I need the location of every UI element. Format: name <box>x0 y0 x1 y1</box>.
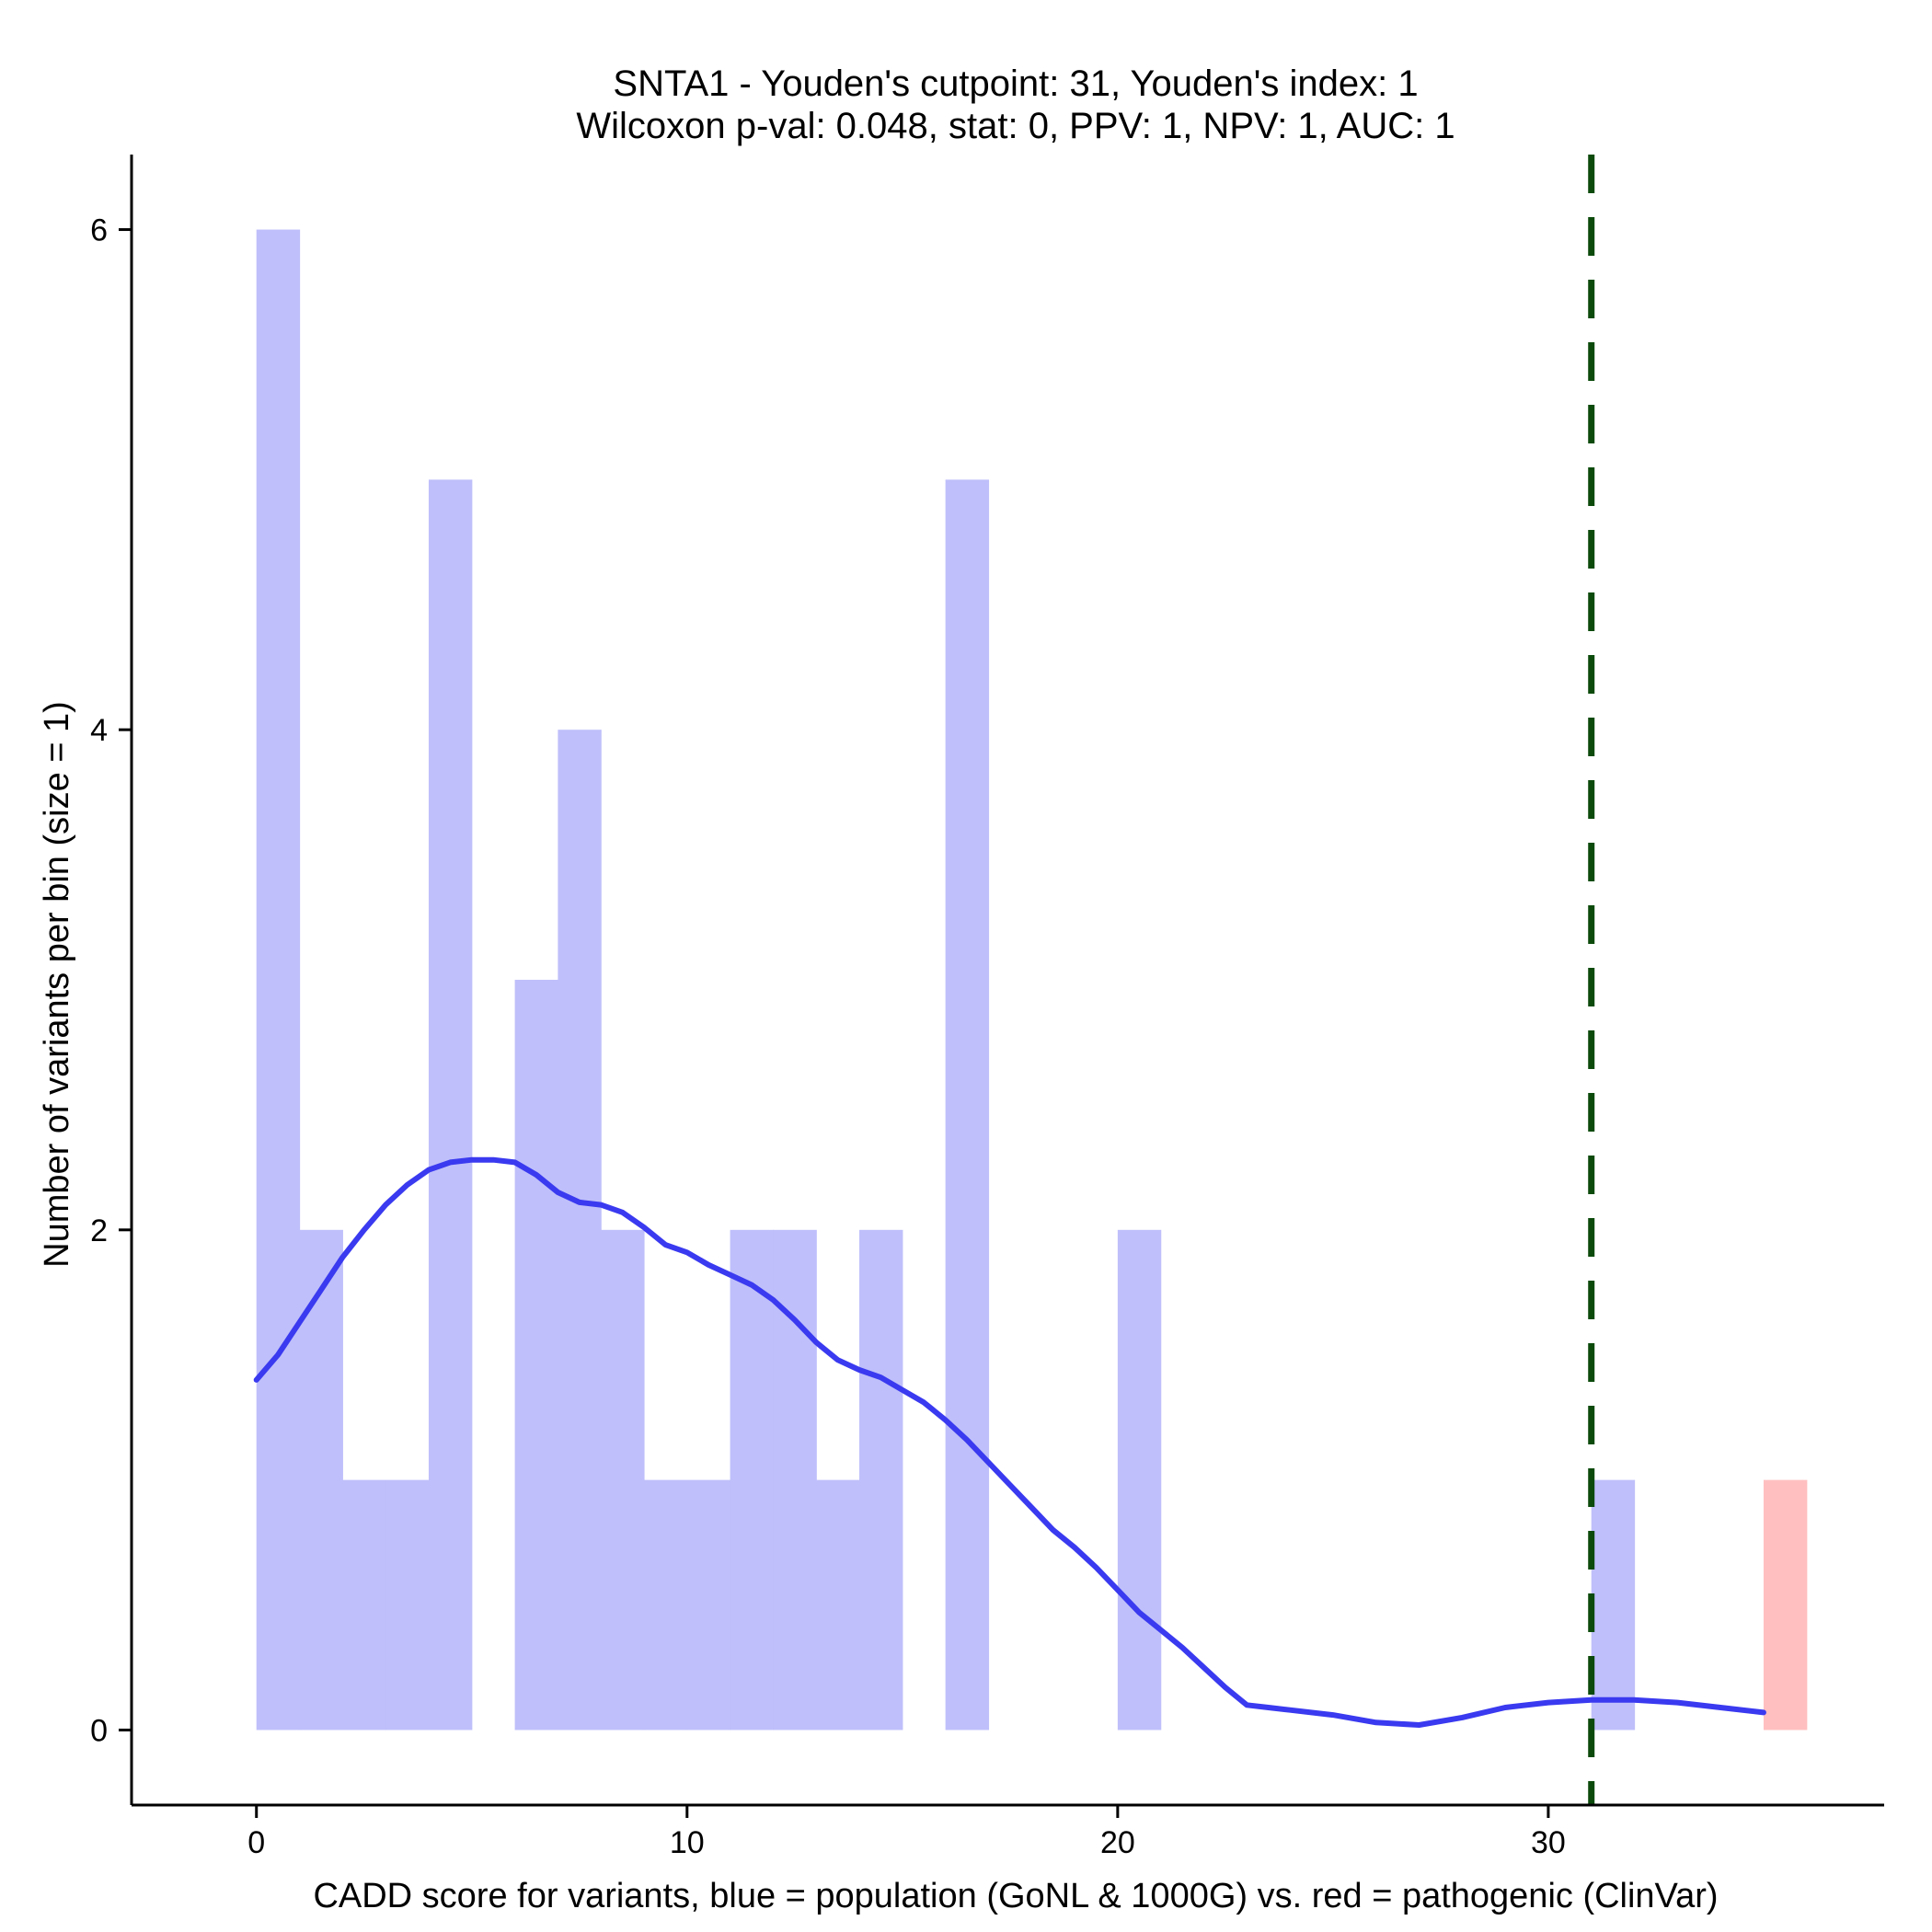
population-bar <box>299 1229 343 1731</box>
y-tick-label: 2 <box>90 1213 108 1248</box>
x-tick-label: 0 <box>247 1825 265 1860</box>
population-bar <box>643 1479 688 1731</box>
population-bar <box>816 1479 860 1731</box>
y-tick-label: 6 <box>90 213 108 248</box>
population-bar <box>558 730 602 1731</box>
population-bar <box>342 1479 386 1731</box>
population-bar <box>256 229 301 1731</box>
x-tick-label: 30 <box>1531 1825 1566 1860</box>
population-bar <box>859 1229 903 1731</box>
population-bar <box>730 1229 775 1731</box>
population-bar <box>601 1229 645 1731</box>
chart-title-line1: SNTA1 - Youden's cutpoint: 31, Youden's … <box>613 63 1418 104</box>
population-bar <box>1117 1229 1162 1731</box>
y-axis-label: Number of variants per bin (size = 1) <box>38 701 76 1268</box>
population-bar <box>945 479 990 1731</box>
population-bar <box>773 1229 817 1731</box>
chart-title-line2: Wilcoxon p-val: 0.048, stat: 0, PPV: 1, … <box>576 106 1455 146</box>
population-bar <box>1591 1479 1636 1731</box>
density-curve-layer <box>253 1156 1766 1728</box>
y-tick-label: 0 <box>90 1713 108 1748</box>
population-bar <box>514 980 558 1731</box>
x-tick-label: 10 <box>670 1825 705 1860</box>
population-bar <box>428 479 473 1731</box>
histogram-bars <box>256 229 1808 1731</box>
axes: 0 10 20 30 0 2 4 6 <box>90 155 1884 1860</box>
population-bar <box>686 1479 731 1731</box>
population-bar <box>385 1479 430 1731</box>
density-curve <box>253 1156 1766 1728</box>
pathogenic-bar <box>1763 1479 1808 1731</box>
x-tick-label: 20 <box>1100 1825 1135 1860</box>
y-tick-label: 4 <box>90 713 108 748</box>
x-axis-label: CADD score for variants, blue = populati… <box>313 1877 1718 1915</box>
